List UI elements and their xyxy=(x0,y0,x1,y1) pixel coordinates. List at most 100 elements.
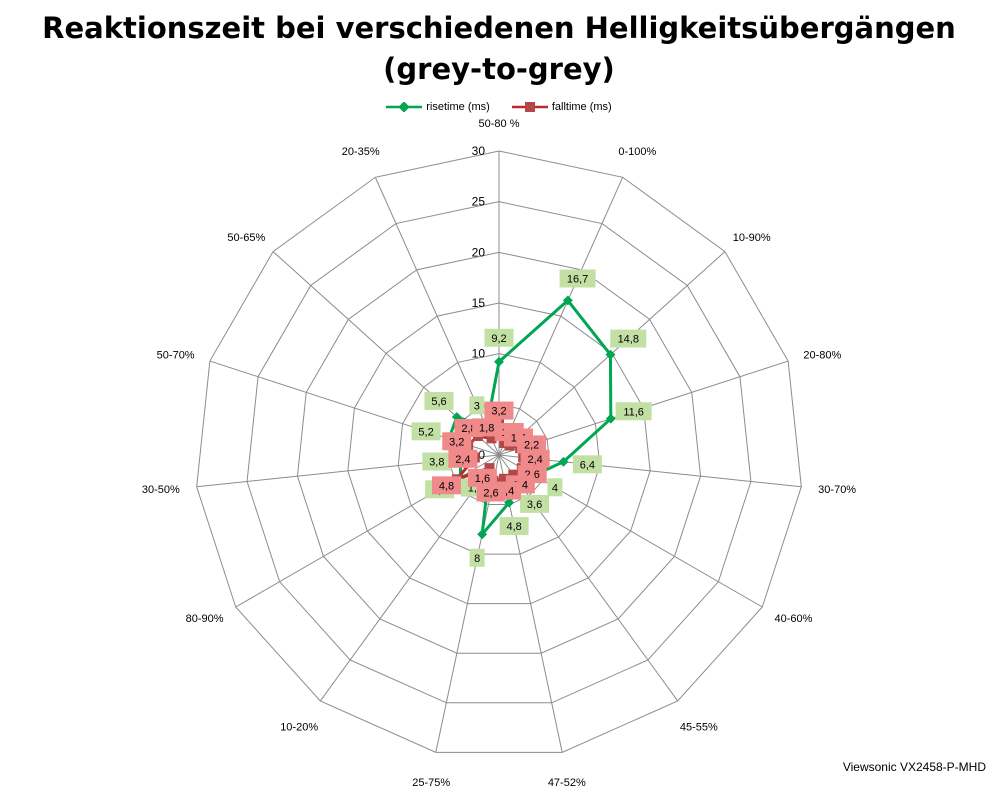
data-label-box xyxy=(520,494,550,513)
data-label: 5,6 xyxy=(424,391,454,410)
data-label-text: 3,2 xyxy=(449,436,464,448)
data-label-box xyxy=(469,548,485,567)
source-label: Viewsonic VX2458-P-MHD xyxy=(842,760,986,774)
data-label-text: 3,6 xyxy=(527,499,542,511)
data-label-text: 2,6 xyxy=(483,488,498,500)
data-label: 3,2 xyxy=(484,401,514,420)
data-label-text: 9,2 xyxy=(491,333,506,345)
legend-label-risetime: risetime (ms) xyxy=(426,101,490,113)
data-label: 4,8 xyxy=(431,476,461,495)
data-label-box xyxy=(422,452,452,471)
radial-tick-label: 0 xyxy=(478,448,485,462)
data-label-box xyxy=(572,455,602,474)
data-label: 14,8 xyxy=(610,329,647,348)
data-label: 2,4 xyxy=(448,449,478,468)
chart-title: Reaktionszeit bei verschiedenen Helligke… xyxy=(42,11,956,45)
data-label-box xyxy=(615,402,652,421)
data-label-text: 3 xyxy=(474,400,480,412)
radial-tick-label: 20 xyxy=(472,245,486,259)
data-label-box xyxy=(411,422,441,441)
data-label: 3,8 xyxy=(422,452,452,471)
chart-subtitle: (grey-to-grey) xyxy=(383,52,615,86)
data-label-text: 1,8 xyxy=(479,422,494,434)
data-point xyxy=(562,295,573,306)
data-label-box xyxy=(424,391,454,410)
data-label: 2,4 xyxy=(520,449,550,468)
data-point xyxy=(484,463,495,474)
data-label-box xyxy=(476,483,506,502)
data-label: 11,6 xyxy=(615,402,652,421)
data-label-box xyxy=(448,449,478,468)
data-label-box xyxy=(467,468,497,487)
radial-tick-label: 10 xyxy=(472,347,486,361)
radial-tick-label: 25 xyxy=(472,195,486,209)
data-label: 9,2 xyxy=(484,328,514,347)
data-label-text: 2,2 xyxy=(524,439,539,451)
series-line xyxy=(447,298,613,536)
data-label-box xyxy=(610,329,647,348)
data-label-text: 3,2 xyxy=(491,406,506,418)
legend-swatch-falltime xyxy=(511,102,548,112)
data-label: 3,6 xyxy=(520,494,550,513)
category-label: 10-20% xyxy=(280,722,318,734)
category-label: 47-52% xyxy=(548,777,586,786)
category-label: 25-75% xyxy=(412,777,450,786)
data-label-text: 11,6 xyxy=(623,406,644,418)
data-label: 2,6 xyxy=(476,483,506,502)
category-label: 50-80 % xyxy=(479,118,520,130)
data-point xyxy=(477,529,488,540)
data-label-text: 2,4 xyxy=(527,454,542,466)
category-label: 20-80% xyxy=(803,349,841,361)
grid-ring xyxy=(296,251,702,654)
data-label: 4,8 xyxy=(499,517,529,536)
legend-item-falltime: falltime (ms) xyxy=(511,101,612,113)
data-label-box xyxy=(517,435,547,454)
legend-swatch-risetime xyxy=(386,102,423,112)
data-point xyxy=(605,349,616,360)
data-label-text: 4,8 xyxy=(506,521,521,533)
grid-spoke xyxy=(498,177,624,456)
data-label: 16,7 xyxy=(559,269,596,288)
data-point xyxy=(499,473,510,484)
legend-label-falltime: falltime (ms) xyxy=(551,101,612,113)
legend-item-risetime: risetime (ms) xyxy=(386,101,490,113)
category-label: 30-70% xyxy=(818,484,856,496)
data-label-box xyxy=(469,396,485,415)
data-label-text: 4 xyxy=(552,482,558,494)
category-label: 0-100% xyxy=(618,146,656,158)
grid-ring xyxy=(397,353,601,555)
category-label: 50-70% xyxy=(157,349,195,361)
data-labels-falltime: 3,21,31,42,22,42,62,42,42,61,64,82,43,22… xyxy=(431,401,550,502)
radial-tick-label: 30 xyxy=(472,144,486,158)
radar-grid xyxy=(196,150,802,753)
data-label: 1,8 xyxy=(472,418,502,437)
data-label-box xyxy=(520,449,550,468)
grid-ring xyxy=(196,150,802,753)
data-point xyxy=(605,413,616,424)
radial-tick-label: 15 xyxy=(472,296,486,310)
data-label-box xyxy=(547,478,563,497)
data-label-text: 6,4 xyxy=(580,459,595,471)
data-label: 1,6 xyxy=(467,468,497,487)
grid-spoke xyxy=(435,454,500,753)
data-label-box xyxy=(559,269,596,288)
legend: risetime (ms) falltime (ms) xyxy=(0,101,998,113)
chart-title-block: Reaktionszeit bei verschiedenen Helligke… xyxy=(0,8,998,90)
grid-ring xyxy=(246,201,752,704)
category-label: 45-55% xyxy=(680,722,718,734)
data-label-text: 16,7 xyxy=(567,273,588,285)
data-label-text: 5,2 xyxy=(418,426,433,438)
data-label: 6,4 xyxy=(572,455,602,474)
data-label-box xyxy=(431,476,461,495)
data-label-box xyxy=(472,418,502,437)
data-label: 3 xyxy=(469,396,485,415)
data-label: 2,2 xyxy=(517,435,547,454)
data-point xyxy=(508,469,519,480)
data-label-box xyxy=(499,517,529,536)
category-label: 30-50% xyxy=(142,484,180,496)
category-label: 20-35% xyxy=(342,146,380,158)
data-point xyxy=(494,356,504,367)
data-point xyxy=(558,456,569,467)
category-label: 50-65% xyxy=(227,232,265,244)
